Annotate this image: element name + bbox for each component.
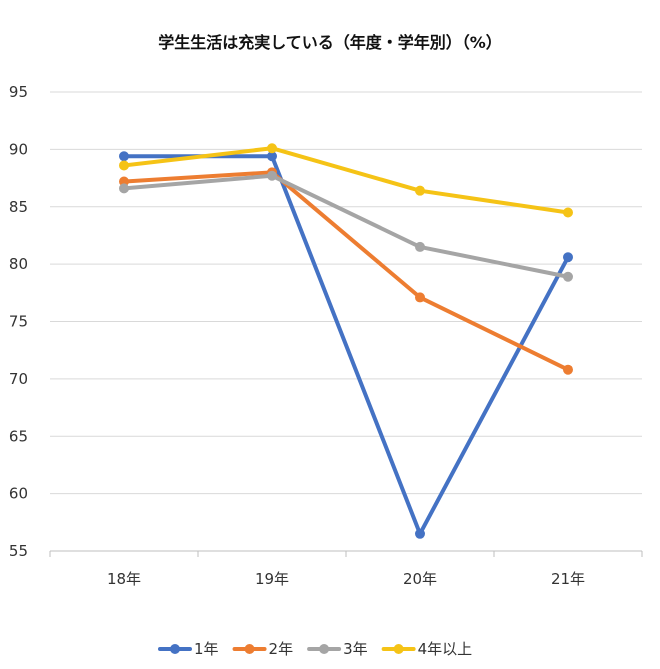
y-tick-label: 85: [9, 198, 28, 216]
y-axis-ticks: 55 60 65 70 75 80 85 90 95: [9, 83, 28, 560]
data-point: [119, 151, 129, 162]
y-tick-label: 65: [9, 427, 28, 445]
data-point: [563, 364, 573, 375]
x-tick-label: 20年: [403, 570, 437, 588]
series-line: [122, 170, 570, 372]
legend-label: 1年: [194, 640, 219, 658]
legend-item-4: 4年以上: [381, 640, 473, 658]
x-tick-label: 18年: [107, 570, 141, 588]
y-tick-label: 90: [9, 140, 28, 158]
legend-label: 3年: [343, 640, 368, 658]
legend-swatch-marker: [393, 644, 404, 654]
data-point: [563, 252, 573, 263]
x-axis-ticks: 18年 19年 20年 21年: [49, 551, 643, 588]
x-tick-label: 21年: [551, 570, 585, 588]
grid: [50, 91, 642, 552]
series-group: [119, 143, 573, 539]
y-tick-label: 55: [9, 542, 28, 560]
legend-swatch-marker: [170, 644, 180, 654]
data-point: [415, 185, 425, 196]
data-point: [267, 151, 277, 162]
x-tick-label: 19年: [255, 570, 289, 588]
legend-label: 2年: [269, 640, 294, 658]
legend-swatch-marker: [319, 644, 330, 654]
data-point: [415, 292, 425, 303]
data-point: [563, 207, 573, 218]
data-point: [119, 160, 129, 171]
data-point: [119, 183, 129, 194]
series-line: [122, 146, 570, 215]
legend-item-2: 2年: [232, 640, 294, 658]
y-tick-label: 95: [9, 83, 28, 101]
y-tick-label: 60: [9, 485, 28, 503]
data-point: [267, 143, 277, 154]
y-tick-label: 70: [9, 370, 28, 388]
series-line: [122, 173, 570, 279]
data-point: [119, 176, 129, 187]
series-4: [119, 143, 573, 218]
legend-label: 4年以上: [418, 640, 473, 658]
legend-item-1: 1年: [158, 640, 219, 658]
data-point: [563, 271, 573, 282]
data-point: [415, 241, 425, 252]
y-tick-label: 75: [9, 313, 28, 331]
legend-swatch-marker: [244, 644, 255, 654]
data-point: [267, 170, 277, 181]
y-tick-label: 80: [9, 255, 28, 273]
series-3: [119, 170, 573, 282]
legend-item-3: 3年: [307, 640, 368, 658]
legend: 1年 2年 3年 4年以上: [158, 640, 473, 658]
chart-title: 学生生活は充実している（年度・学年別）（%）: [158, 33, 502, 52]
data-point: [415, 528, 425, 539]
